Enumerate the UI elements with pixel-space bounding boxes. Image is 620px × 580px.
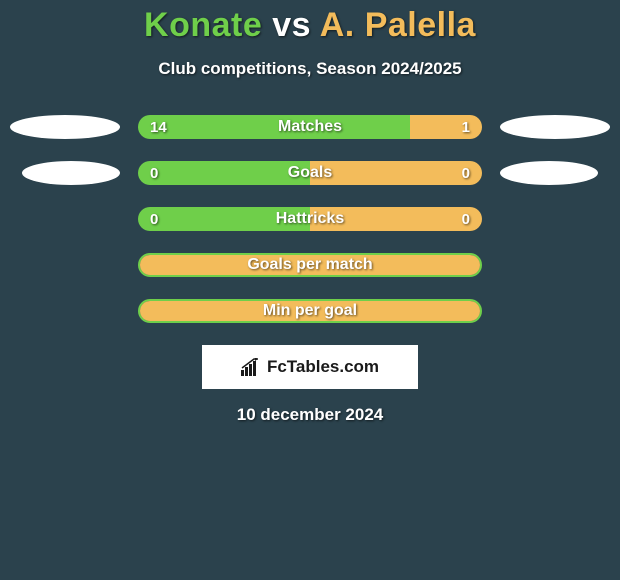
stat-label: Min per goal: [140, 301, 480, 321]
stat-value-right: 1: [462, 115, 470, 139]
stat-bar: Matches14 1: [138, 115, 482, 139]
stat-value-right: 0: [462, 161, 470, 185]
bar-chart-icon: [241, 358, 263, 376]
player2-marker: [500, 115, 610, 139]
comparison-title: Konate vs A. Palella: [0, 6, 620, 45]
stat-label: Matches: [138, 115, 482, 139]
subtitle: Club competitions, Season 2024/2025: [0, 59, 620, 79]
player2-name: A. Palella: [320, 6, 476, 44]
player1-marker: [22, 161, 120, 185]
stat-bar: Min per goal: [138, 299, 482, 323]
stat-value-left: 14: [150, 115, 167, 139]
stat-value-left: 0: [150, 207, 158, 231]
stat-bar: Goals per match: [138, 253, 482, 277]
player1-name: Konate: [144, 6, 262, 44]
stat-bar: Hattricks0 0: [138, 207, 482, 231]
stat-value-right: 0: [462, 207, 470, 231]
player2-marker: [500, 161, 598, 185]
stat-value-left: 0: [150, 161, 158, 185]
vs-label: vs: [272, 6, 311, 44]
stat-row: Hattricks0 0: [0, 207, 620, 231]
player1-marker: [10, 115, 120, 139]
stat-bar: Goals0 0: [138, 161, 482, 185]
date: 10 december 2024: [0, 405, 620, 425]
stat-row: Goals0 0: [0, 161, 620, 185]
stat-row: Goals per match: [0, 253, 620, 277]
stats-card: Konate vs A. Palella Club competitions, …: [0, 0, 620, 580]
bars-list: Matches141Goals00Hattricks00Goals per ma…: [0, 115, 620, 323]
stat-row: Min per goal: [0, 299, 620, 323]
brand-text: FcTables.com: [267, 357, 379, 377]
stat-label: Goals: [138, 161, 482, 185]
stat-row: Matches14 1: [0, 115, 620, 139]
brand-box[interactable]: FcTables.com: [202, 345, 418, 389]
stat-label: Hattricks: [138, 207, 482, 231]
stat-label: Goals per match: [140, 255, 480, 275]
